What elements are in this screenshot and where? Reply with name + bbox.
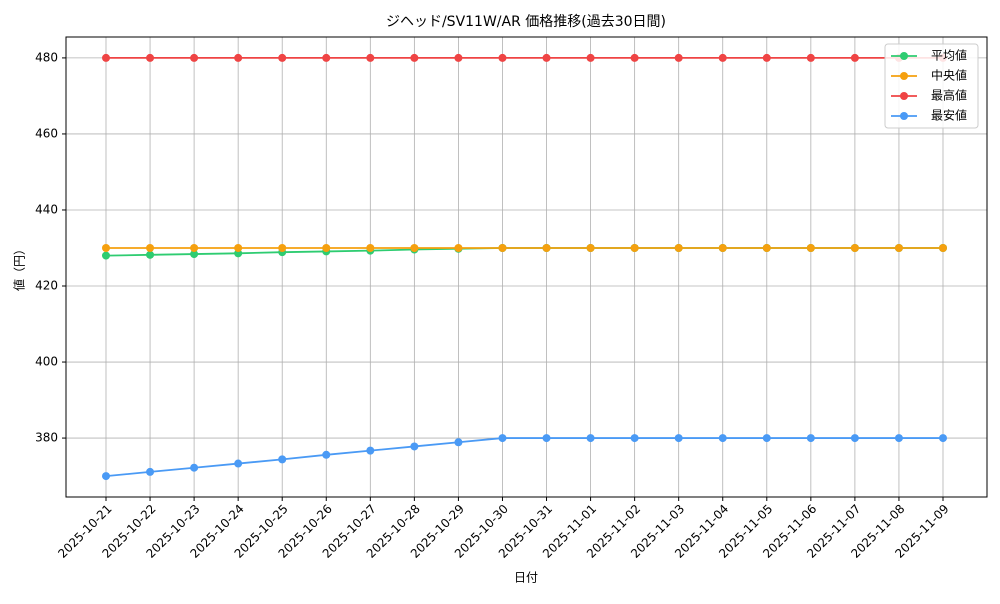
point [586, 243, 595, 252]
point [939, 243, 947, 252]
point [850, 53, 859, 62]
legend-marker [900, 92, 908, 100]
point [674, 434, 683, 443]
point [806, 53, 815, 62]
point [146, 467, 155, 476]
point [718, 243, 727, 252]
point [586, 53, 595, 62]
legend-label: 平均値 [931, 48, 967, 63]
point [322, 243, 331, 252]
point [498, 434, 507, 443]
point [542, 53, 551, 62]
point [630, 53, 639, 62]
legend-box [884, 43, 979, 129]
y-tick-label: 380 [35, 431, 58, 445]
point [542, 434, 551, 443]
legend-marker [900, 112, 908, 120]
point [762, 243, 771, 252]
point [366, 243, 375, 252]
legend-marker [900, 72, 908, 80]
legend-label: 最安値 [931, 108, 967, 123]
point [102, 472, 110, 481]
point [674, 243, 683, 252]
point [278, 455, 287, 464]
point [278, 53, 287, 62]
point [190, 463, 199, 472]
point [894, 434, 903, 443]
point [630, 434, 639, 443]
point [102, 251, 110, 260]
point [410, 442, 419, 451]
x-axis-label: 日付 [514, 571, 538, 585]
point [454, 438, 463, 447]
point [762, 53, 771, 62]
point [146, 243, 155, 252]
point [234, 53, 243, 62]
point [586, 434, 595, 443]
y-tick-label: 400 [35, 355, 58, 369]
point [322, 450, 331, 459]
point [630, 243, 639, 252]
point [674, 53, 683, 62]
point [234, 243, 243, 252]
y-tick-label: 440 [35, 202, 58, 216]
point [454, 243, 463, 252]
point [146, 53, 155, 62]
point [894, 243, 903, 252]
point [102, 53, 110, 62]
point [806, 243, 815, 252]
legend-marker [900, 52, 908, 60]
legend-label: 最高値 [931, 88, 967, 103]
point [542, 243, 551, 252]
point [939, 434, 947, 443]
y-tick-label: 420 [35, 279, 58, 293]
point [850, 434, 859, 443]
point [146, 250, 155, 259]
y-tick-label: 460 [35, 126, 58, 140]
point [454, 53, 463, 62]
y-tick-label: 480 [35, 50, 58, 64]
point [410, 53, 419, 62]
point [366, 446, 375, 455]
point [190, 250, 199, 259]
point [190, 53, 199, 62]
point [806, 434, 815, 443]
plot-frame [65, 36, 988, 498]
point [498, 243, 507, 252]
point [718, 434, 727, 443]
legend-label: 中央値 [931, 68, 967, 83]
point [234, 459, 243, 468]
point [366, 53, 375, 62]
chart-title: ジヘッド/SV11W/AR 価格推移(過去30日間) [386, 14, 666, 30]
point [850, 243, 859, 252]
point [410, 243, 419, 252]
point [102, 243, 110, 252]
point [762, 434, 771, 443]
point [322, 53, 331, 62]
series-line [105, 437, 943, 477]
point [190, 243, 199, 252]
point [278, 243, 287, 252]
point [718, 53, 727, 62]
y-axis-label: 値（円） [12, 243, 27, 291]
point [498, 53, 507, 62]
